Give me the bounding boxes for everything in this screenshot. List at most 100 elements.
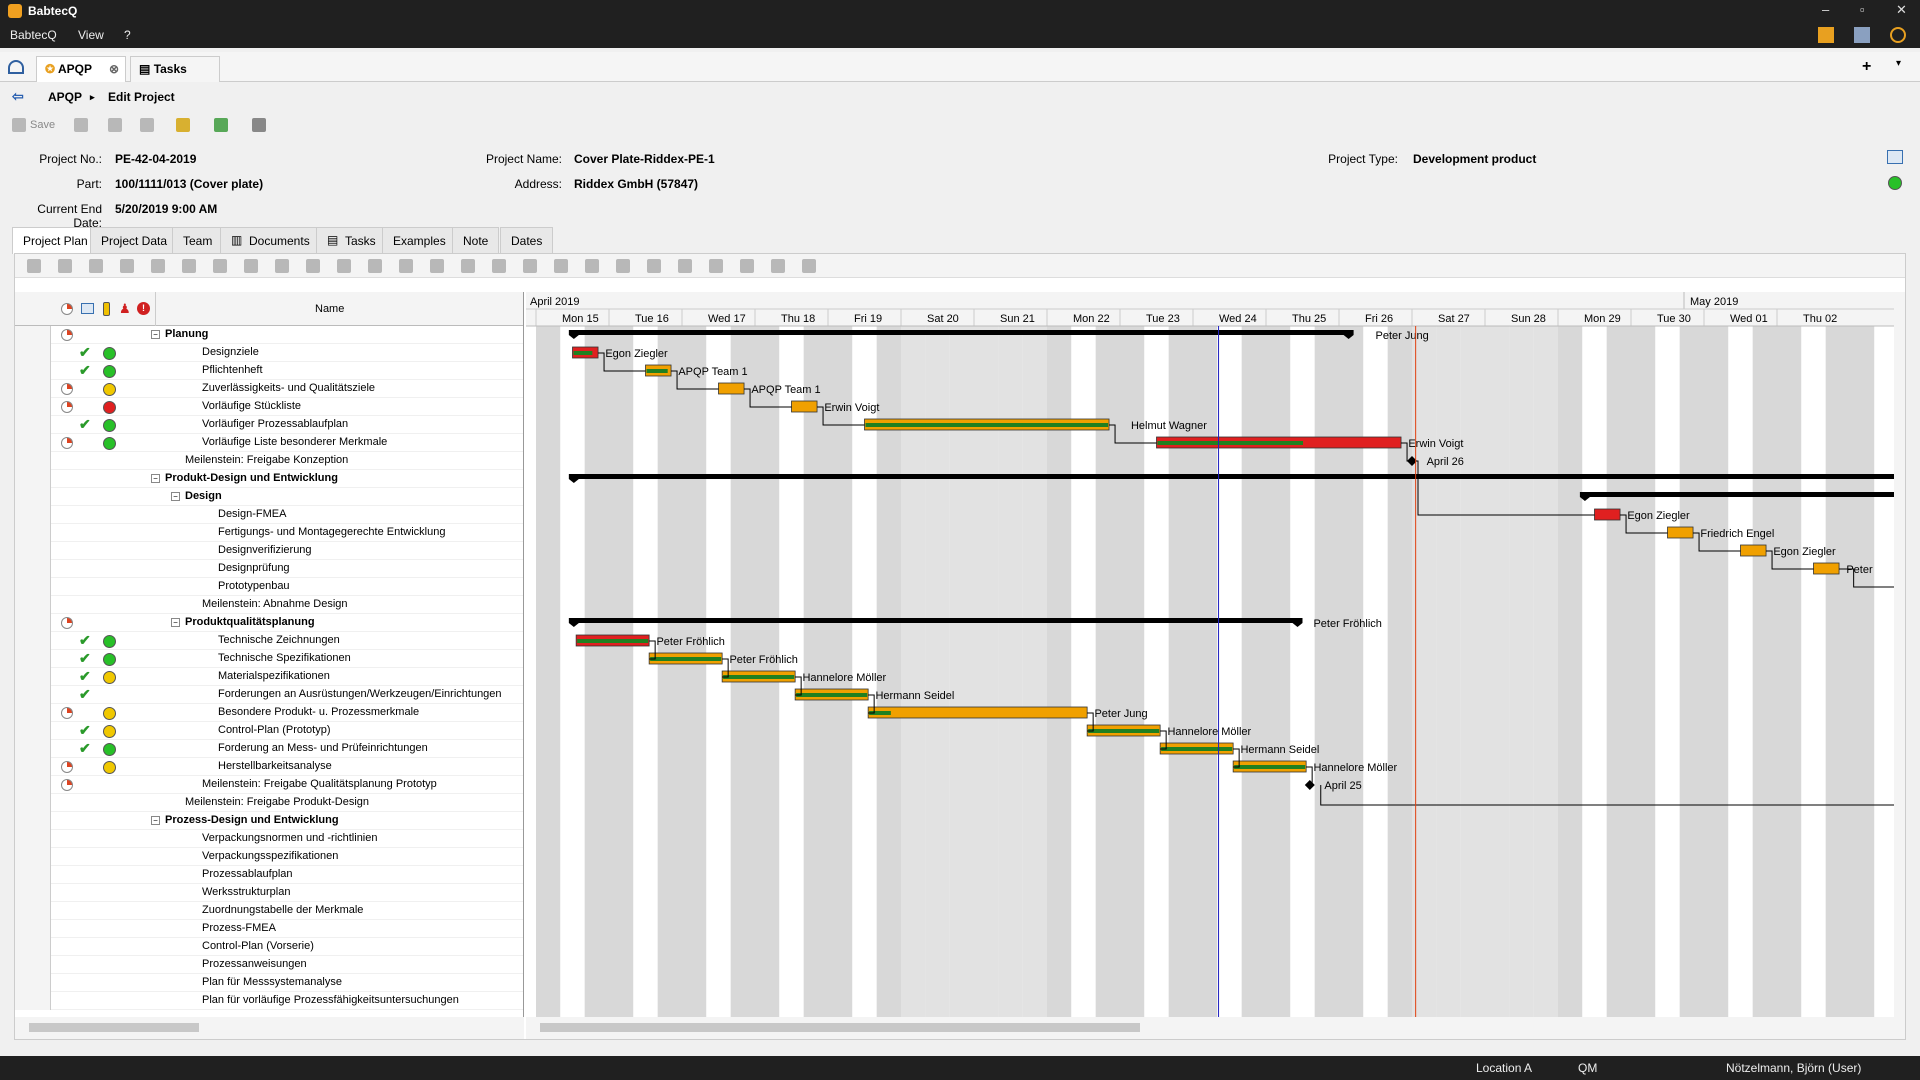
row-selector[interactable]: [15, 452, 51, 470]
plan-tool-20-icon[interactable]: [647, 259, 661, 273]
row-selector[interactable]: [15, 884, 51, 902]
row-selector[interactable]: [15, 326, 51, 344]
table-row[interactable]: Werksstrukturplan: [15, 884, 523, 902]
progress-column-icon[interactable]: [61, 303, 73, 315]
table-row[interactable]: Meilenstein: Freigabe Qualitätsplanung P…: [15, 776, 523, 794]
edit-details-icon[interactable]: [1887, 150, 1903, 164]
row-selector[interactable]: [15, 596, 51, 614]
close-tab-icon[interactable]: ⊗: [108, 62, 119, 76]
collapse-icon[interactable]: −: [171, 492, 180, 501]
plan-tool-22-icon[interactable]: [709, 259, 723, 273]
table-row[interactable]: Meilenstein: Freigabe Konzeption: [15, 452, 523, 470]
table-row[interactable]: Prozessablaufplan: [15, 866, 523, 884]
plan-tool-23-icon[interactable]: [740, 259, 754, 273]
table-row[interactable]: ✔ Control-Plan (Prototyp): [15, 722, 523, 740]
row-selector[interactable]: [15, 506, 51, 524]
undo-icon[interactable]: [74, 118, 88, 132]
table-row[interactable]: Meilenstein: Freigabe Produkt-Design: [15, 794, 523, 812]
table-row[interactable]: Plan für Messsystemanalyse: [15, 974, 523, 992]
traffic-light-column-icon[interactable]: [103, 302, 110, 316]
copy-icon[interactable]: [108, 118, 122, 132]
row-selector[interactable]: [15, 974, 51, 992]
plan-tool-21-icon[interactable]: [678, 259, 692, 273]
plan-tool-18-icon[interactable]: [585, 259, 599, 273]
row-selector[interactable]: [15, 686, 51, 704]
close-icon[interactable]: ✕: [1896, 2, 1907, 17]
table-row[interactable]: Besondere Produkt- u. Prozessmerkmale: [15, 704, 523, 722]
collapse-icon[interactable]: −: [151, 474, 160, 483]
gantt-horizontal-scrollbar[interactable]: [526, 1017, 1905, 1039]
row-selector[interactable]: [15, 668, 51, 686]
table-row[interactable]: Designprüfung: [15, 560, 523, 578]
row-selector[interactable]: [15, 434, 51, 452]
row-selector[interactable]: [15, 830, 51, 848]
row-selector[interactable]: [15, 560, 51, 578]
row-selector[interactable]: [15, 812, 51, 830]
tab-examples[interactable]: Examples: [382, 227, 457, 253]
row-selector[interactable]: [15, 344, 51, 362]
row-selector[interactable]: [15, 488, 51, 506]
table-row[interactable]: Zuordnungstabelle der Merkmale: [15, 902, 523, 920]
row-selector[interactable]: [15, 650, 51, 668]
home-icon[interactable]: [8, 60, 24, 74]
table-row[interactable]: − Design: [15, 488, 523, 506]
table-row[interactable]: Vorläufige Liste besonderer Merkmale: [15, 434, 523, 452]
add-tab-icon[interactable]: +: [1862, 58, 1872, 75]
row-selector[interactable]: [15, 992, 51, 1010]
row-selector[interactable]: [15, 578, 51, 596]
user-switch-icon[interactable]: [1818, 27, 1834, 43]
collapse-icon[interactable]: −: [151, 816, 160, 825]
table-row[interactable]: Prozessanweisungen: [15, 956, 523, 974]
table-row[interactable]: ✔ Technische Zeichnungen: [15, 632, 523, 650]
priority-column-icon[interactable]: !: [137, 302, 150, 315]
table-row[interactable]: Vorläufige Stückliste: [15, 398, 523, 416]
row-selector[interactable]: [15, 920, 51, 938]
scroll-thumb[interactable]: [29, 1023, 199, 1032]
table-row[interactable]: − Prozess-Design und Entwicklung: [15, 812, 523, 830]
plan-tool-0-icon[interactable]: [27, 259, 41, 273]
plan-tool-9-icon[interactable]: [306, 259, 320, 273]
plan-tool-2-icon[interactable]: [89, 259, 103, 273]
table-row[interactable]: Herstellbarkeitsanalyse: [15, 758, 523, 776]
new-document-icon[interactable]: [214, 118, 228, 132]
table-row[interactable]: Designverifizierung: [15, 542, 523, 560]
table-row[interactable]: ✔ Technische Spezifikationen: [15, 650, 523, 668]
table-row[interactable]: Fertigungs- und Montagegerechte Entwickl…: [15, 524, 523, 542]
table-row[interactable]: Plan für vorläufige Prozessfähigkeitsunt…: [15, 992, 523, 1010]
print-icon[interactable]: [252, 118, 266, 132]
tab-team[interactable]: Team: [172, 227, 224, 253]
row-selector[interactable]: [15, 902, 51, 920]
plan-tool-12-icon[interactable]: [399, 259, 413, 273]
breadcrumb-root[interactable]: APQP: [48, 90, 83, 104]
minimize-icon[interactable]: ‒: [1822, 2, 1830, 17]
tab-project-data[interactable]: Project Data: [90, 227, 179, 253]
delete-icon[interactable]: [140, 118, 154, 132]
plan-tool-15-icon[interactable]: [492, 259, 506, 273]
plan-tool-3-icon[interactable]: [120, 259, 134, 273]
plan-tool-24-icon[interactable]: [771, 259, 785, 273]
table-row[interactable]: − Planung: [15, 326, 523, 344]
table-row[interactable]: Prototypenbau: [15, 578, 523, 596]
plan-tool-10-icon[interactable]: [337, 259, 351, 273]
row-selector[interactable]: [15, 380, 51, 398]
tab-project-plan[interactable]: Project Plan: [12, 227, 99, 254]
plan-tool-8-icon[interactable]: [275, 259, 289, 273]
responsible-column-icon[interactable]: ♟: [119, 301, 131, 316]
row-selector[interactable]: [15, 776, 51, 794]
scroll-thumb[interactable]: [540, 1023, 1140, 1032]
row-selector[interactable]: [15, 416, 51, 434]
row-selector[interactable]: [15, 866, 51, 884]
document-column-icon[interactable]: [81, 303, 94, 314]
table-row[interactable]: ✔ Vorläufiger Prozessablaufplan: [15, 416, 523, 434]
tab-apqp[interactable]: ✪ APQP ⊗: [36, 56, 126, 82]
table-row[interactable]: ✔ Pflichtenheft: [15, 362, 523, 380]
table-row[interactable]: ✔ Materialspezifikationen: [15, 668, 523, 686]
row-selector[interactable]: [15, 794, 51, 812]
save-button[interactable]: Save: [30, 119, 56, 131]
row-selector[interactable]: [15, 632, 51, 650]
back-arrow-icon[interactable]: ⇦: [12, 88, 24, 104]
table-row[interactable]: − Produktqualitätsplanung: [15, 614, 523, 632]
plan-tool-11-icon[interactable]: [368, 259, 382, 273]
row-selector[interactable]: [15, 542, 51, 560]
table-row[interactable]: Meilenstein: Abnahme Design: [15, 596, 523, 614]
